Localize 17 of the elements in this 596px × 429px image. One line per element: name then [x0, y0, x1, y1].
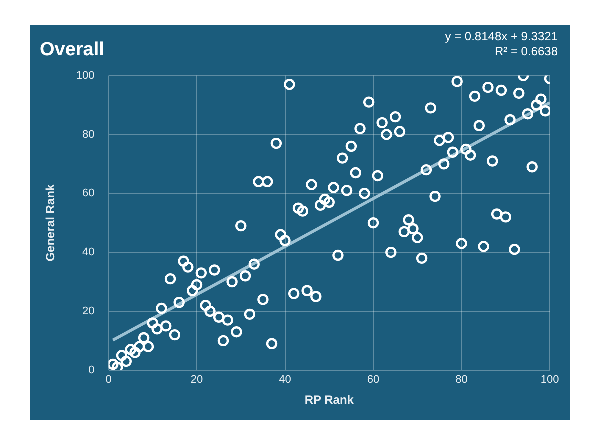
chart-title: Overall [40, 40, 104, 61]
x-tick-label: 80 [456, 374, 468, 386]
x-tick-label: 40 [279, 374, 292, 386]
y-tick-label: 0 [88, 364, 95, 376]
y-tick-label: 60 [82, 188, 95, 200]
x-tick-label: 0 [106, 374, 112, 386]
x-axis-title: RP Rank [304, 393, 354, 408]
y-tick-label: 20 [82, 306, 95, 318]
y-tick-label: 80 [82, 128, 95, 141]
x-tick-label: 20 [190, 374, 204, 386]
text: y = 0.8148x + 9.3321 [445, 29, 558, 44]
text: R² = 0.6638 [494, 44, 558, 58]
x-tick-label: 100 [540, 374, 560, 386]
y-tick-label: 40 [82, 246, 95, 259]
y-tick-label: 100 [76, 70, 95, 82]
x-tick-label: 60 [367, 374, 380, 386]
y-axis-title: General Rank [44, 184, 58, 262]
